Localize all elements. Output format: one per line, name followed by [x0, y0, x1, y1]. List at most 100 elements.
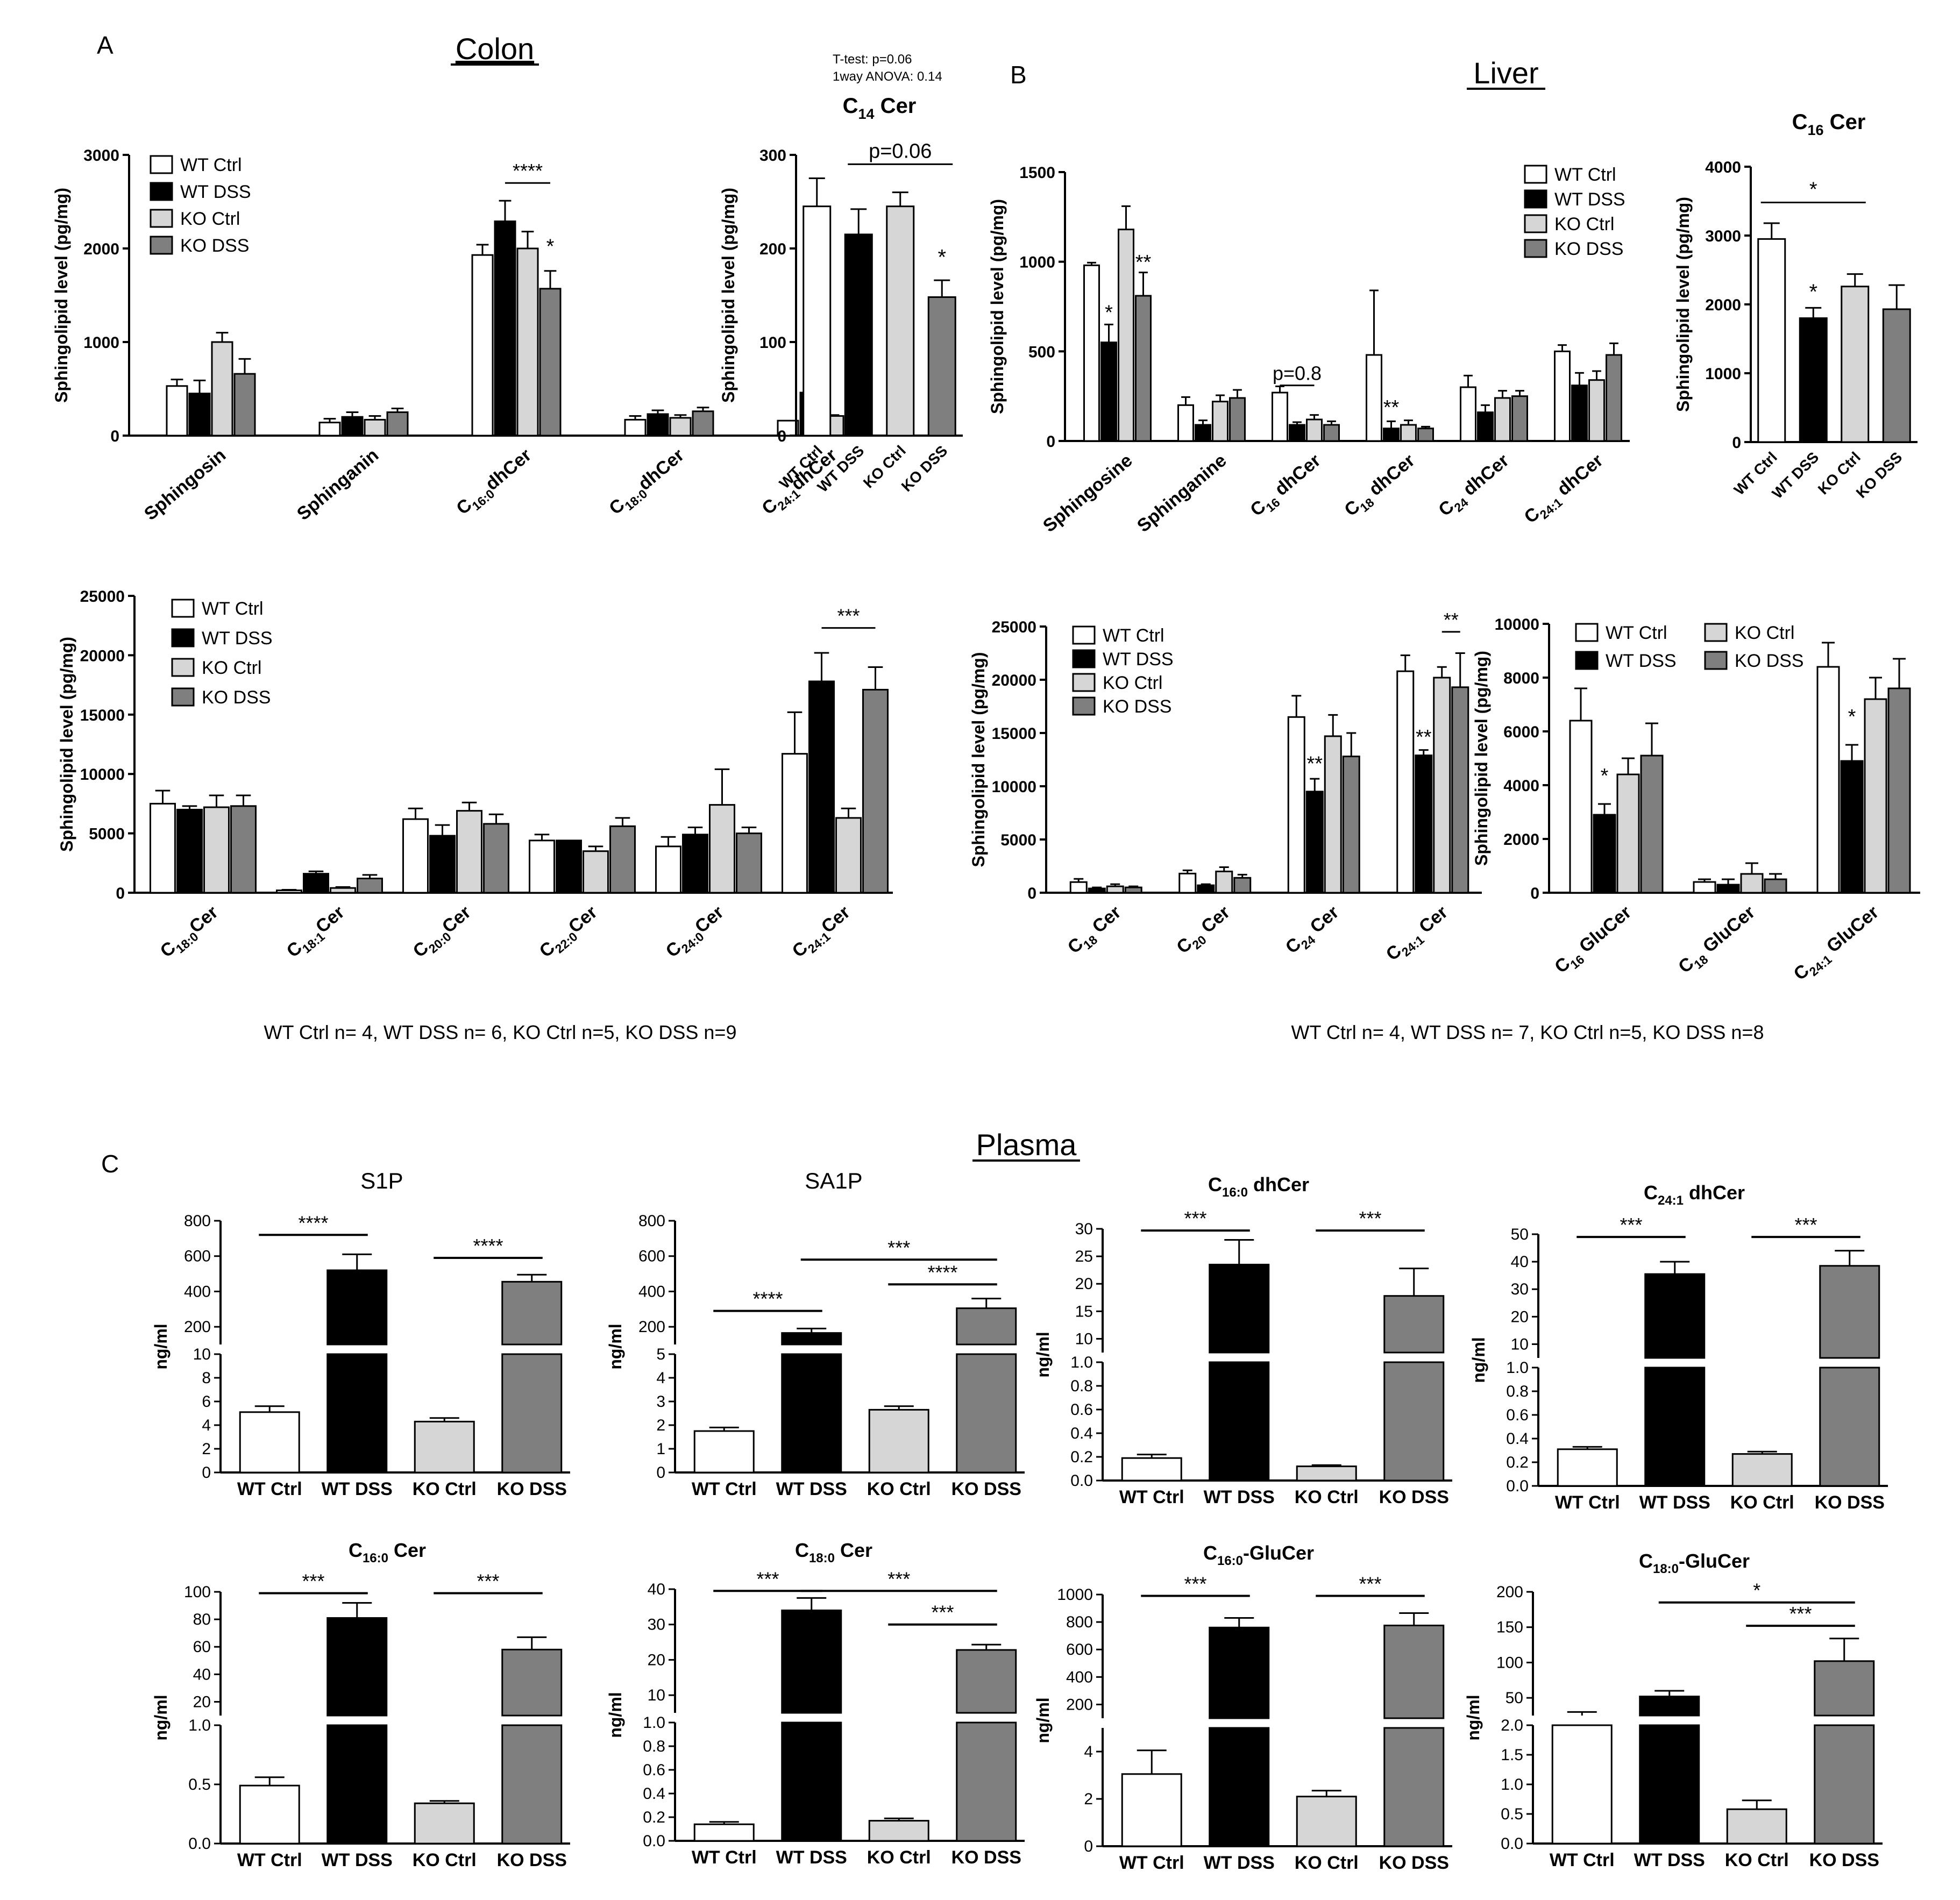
bar-ko-dss-lower — [956, 1721, 1017, 1842]
y-tick-label: 2.0 — [1501, 1717, 1523, 1734]
y-tick-label: 30 — [1511, 1280, 1529, 1298]
y-tick-label: 40 — [193, 1666, 211, 1683]
bar-wt-dss — [1195, 424, 1211, 442]
y-tick-label: 800 — [184, 1212, 211, 1230]
y-tick-label: 200 — [638, 1318, 665, 1336]
category-label: KO Ctrl — [867, 1847, 931, 1868]
y-axis-label: ng/ml — [1033, 1332, 1053, 1377]
panel-label-b: B — [1010, 61, 1027, 89]
bar-wt-ctrl — [1069, 881, 1088, 894]
bar-wt-ctrl — [318, 422, 341, 437]
c14-anova-note: 1way ANOVA: 0.14 — [833, 69, 942, 84]
y-tick-label: 60 — [193, 1638, 211, 1656]
bar-ko-ctrl — [414, 1802, 475, 1845]
bar-ko-dss-lower — [1814, 1724, 1875, 1845]
y-tick-label: 0.0 — [188, 1835, 211, 1853]
y-tick-label: 100 — [1496, 1654, 1523, 1671]
legend-swatch — [1524, 214, 1547, 233]
bar-wt-dss — [808, 680, 835, 894]
bar-ko-dss — [927, 296, 956, 437]
bar-ko-ctrl — [1494, 397, 1511, 442]
y-tick-label: 20 — [1511, 1308, 1529, 1326]
y-tick-label: 200 — [184, 1318, 211, 1336]
section-title-liver: Liver — [1473, 56, 1538, 90]
chart-title: S1P — [360, 1168, 403, 1193]
category-label: KO Ctrl — [1295, 1853, 1359, 1873]
bar-wt-ctrl — [1554, 350, 1571, 442]
category-label: C16:0dhCer — [452, 445, 537, 522]
category-label: WT DSS — [776, 1479, 847, 1499]
bar-wt-dss — [494, 220, 516, 437]
category-label: KO DSS — [951, 1847, 1021, 1868]
bar-wt-dss — [647, 413, 669, 437]
bar-ko-ctrl — [456, 810, 482, 894]
category-label: WT Ctrl — [692, 1479, 757, 1499]
bar-wt-dss — [1100, 341, 1117, 442]
y-axis-label: ng/ml — [151, 1323, 171, 1369]
bar-ko-dss — [1135, 295, 1152, 442]
legend-swatch — [1072, 649, 1096, 668]
chart-title: C16 Cer — [1792, 110, 1866, 138]
legend-swatch — [1575, 623, 1599, 642]
y-tick-label: 100 — [759, 334, 786, 352]
y-tick-label: 300 — [759, 147, 786, 165]
caption-colon: WT Ctrl n= 4, WT DSS n= 6, KO Ctrl n=5, … — [264, 1021, 737, 1043]
y-tick-label: 0.4 — [643, 1785, 665, 1803]
category-label: KO Ctrl — [413, 1850, 477, 1870]
category-label: KO Ctrl — [1295, 1487, 1359, 1507]
bar-wt-ctrl — [1557, 1448, 1618, 1487]
bar-wt-dss — [1593, 814, 1616, 894]
chart-title: SA1P — [805, 1168, 862, 1193]
y-tick-label: 0.6 — [1506, 1406, 1529, 1424]
significance-label: * — [1753, 1579, 1760, 1602]
bar-ko-ctrl — [1433, 677, 1451, 894]
y-tick-label: 0.4 — [1506, 1430, 1529, 1448]
significance-label: ** — [1444, 609, 1459, 631]
category-label: C20 Cer — [1173, 902, 1236, 960]
bar-ko-ctrl — [1106, 885, 1124, 894]
bar-wt-dss-lower — [1644, 1367, 1706, 1487]
category-label: WT Ctrl — [237, 1850, 302, 1870]
bar-wt-dss-upper — [1209, 1626, 1270, 1719]
bar-wt-dss — [1477, 411, 1494, 442]
bar-wt-ctrl — [239, 1784, 300, 1845]
legend-label: WT Ctrl — [1606, 623, 1667, 643]
legend-label: KO Ctrl — [1735, 623, 1794, 643]
category-label: C18:1Cer — [283, 902, 351, 964]
bar-wt-dss-lower — [781, 1353, 842, 1474]
bar-ko-dss-lower — [956, 1353, 1017, 1474]
bar-ko-ctrl — [1215, 870, 1233, 894]
category-label: KO DSS — [1379, 1853, 1449, 1873]
bar-wt-ctrl — [471, 254, 494, 437]
bar-wt-ctrl — [1569, 720, 1593, 894]
significance-label: * — [1848, 706, 1856, 728]
legend-swatch — [1524, 165, 1547, 184]
y-tick-label: 10 — [193, 1346, 211, 1363]
y-tick-label: 1 — [656, 1440, 665, 1458]
y-tick-label: 0.2 — [1070, 1448, 1093, 1466]
legend-swatch — [1524, 239, 1547, 258]
category-label: C24:0Cer — [662, 902, 730, 964]
y-tick-label: 0 — [1046, 433, 1055, 451]
bar-ko-ctrl — [364, 418, 386, 437]
y-tick-label: 100 — [184, 1583, 211, 1601]
y-axis-label: Sphingolipid level (pg/mg) — [969, 652, 988, 867]
bar-ko-dss — [1882, 308, 1911, 443]
y-tick-label: 0.8 — [1070, 1377, 1093, 1395]
bar-wt-ctrl — [1121, 1773, 1182, 1847]
legend-label: WT Ctrl — [1554, 165, 1616, 185]
y-tick-label: 0 — [1732, 434, 1741, 452]
significance-label: *** — [887, 1236, 910, 1258]
bar-ko-dss — [1511, 395, 1528, 442]
y-tick-label: 0.4 — [1070, 1425, 1093, 1442]
bar-wt-dss — [341, 416, 364, 437]
y-tick-label: 2000 — [1705, 296, 1741, 314]
bar-wt-ctrl — [276, 889, 302, 894]
bar-ko-ctrl — [1731, 1453, 1793, 1487]
bar-ko-ctrl — [1306, 418, 1323, 442]
y-axis-label: ng/ml — [1033, 1697, 1053, 1743]
y-tick-label: 10 — [1075, 1330, 1093, 1348]
bar-ko-dss — [692, 410, 714, 437]
category-label: WT DSS — [1639, 1492, 1710, 1513]
